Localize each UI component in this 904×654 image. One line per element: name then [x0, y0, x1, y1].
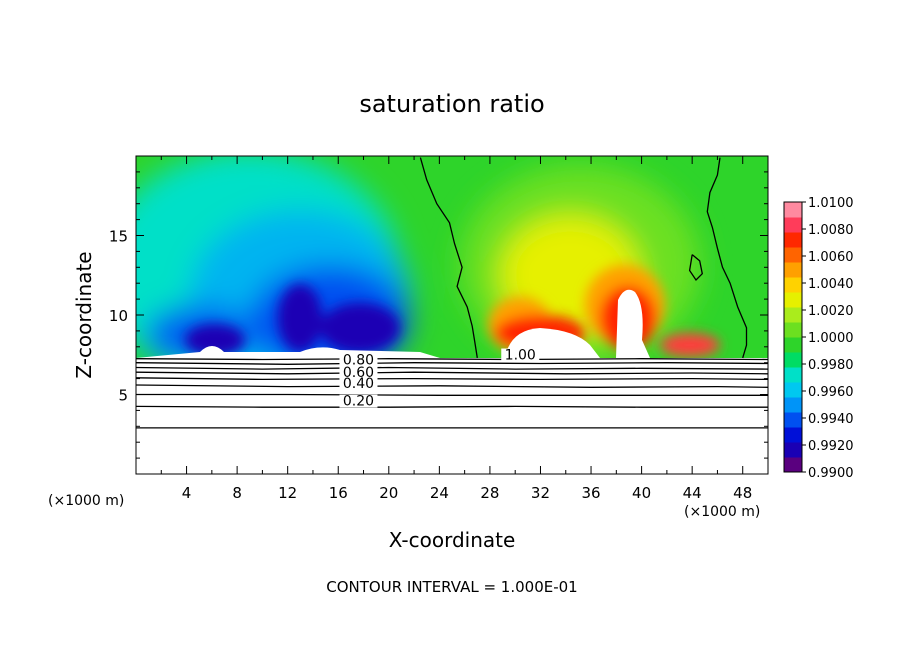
colorbar-label: 1.0020: [808, 304, 854, 319]
colorbar-swatch: [784, 217, 802, 233]
saturation-contour-loop: [688, 254, 704, 282]
chart-title: saturation ratio: [359, 90, 544, 118]
contour-label: 0.80: [343, 352, 374, 368]
saturation-contour-left: [419, 157, 478, 359]
colorbar-swatch: [784, 232, 802, 248]
x-tick-label: 48: [733, 484, 752, 502]
colorbar-label: 1.0060: [808, 250, 854, 265]
y-axis: 5 10 15: [109, 171, 768, 459]
colorbar-label: 1.0100: [808, 196, 854, 211]
field-core-darkblue-3: [320, 303, 400, 353]
contour-lines: [135, 157, 769, 429]
contour-label: 0.20: [343, 394, 374, 410]
colorbar-swatch: [784, 457, 802, 473]
colorbar-swatch: [784, 277, 802, 293]
colorbar-swatch: [784, 412, 802, 428]
x-axis: 4 8 12 16 20 24 28 32 36 40 44 48: [160, 156, 752, 502]
contour-line-4: [135, 377, 769, 381]
contour-line-6: [136, 393, 768, 396]
x-tick-label: 28: [480, 484, 499, 502]
y-tick-label: 5: [118, 387, 128, 405]
x-tick-label: 36: [581, 484, 600, 502]
x-unit-label-left: (×1000 m): [48, 493, 124, 509]
colorbar-swatch: [784, 292, 802, 308]
contour-line-2: [135, 366, 769, 370]
contour-interval-footer: CONTOUR INTERVAL = 1.000E-01: [326, 578, 577, 596]
colorbar-swatch: [784, 202, 802, 218]
colorbar-swatch: [784, 247, 802, 263]
x-tick-label: 16: [329, 484, 348, 502]
x-axis-label: X-coordinate: [389, 528, 516, 552]
x-tick-label: 20: [379, 484, 398, 502]
contour-label: 0.40: [343, 376, 374, 392]
saturation-contour-right: [706, 157, 748, 359]
contour-line-7: [135, 405, 768, 408]
colorbar-swatch: [784, 427, 802, 443]
colorbar-swatch: [784, 322, 802, 338]
contour-label-bg: [501, 348, 540, 362]
contour-line-0: [135, 358, 769, 361]
colorbar-swatch: [784, 382, 802, 398]
colorbar-label: 0.9960: [808, 385, 854, 400]
plot-area: 1.000.800.600.400.20 4 8 12 16 20 24 28 32 36 40 4…: [109, 155, 769, 502]
y-tick-label: 10: [109, 307, 128, 325]
field-core-white-tower: [616, 289, 650, 358]
contour-label: 1.00: [505, 348, 536, 364]
y-tick-label: 15: [109, 228, 128, 246]
contour-label-bg: [339, 394, 378, 408]
contour-labels: 1.00 0.800.600.40 0.20: [339, 348, 540, 410]
contour-line-3: [135, 371, 769, 375]
contour-line-5: [135, 384, 769, 388]
contour-label-bg: [339, 353, 378, 367]
colorbar-label: 0.9920: [808, 439, 854, 454]
y-axis-label: Z-coordinate: [72, 251, 96, 378]
colorbar-swatch: [784, 262, 802, 278]
colorbar-label: 1.0080: [808, 223, 854, 238]
colorbar-swatch: [784, 442, 802, 458]
contour-line-1: [135, 362, 769, 365]
field-core-red-right: [660, 333, 720, 357]
x-tick-label: 40: [632, 484, 651, 502]
colorbar-swatch: [784, 337, 802, 353]
colorbar-label: 1.0000: [808, 331, 854, 346]
colorbar-label: 0.9900: [808, 466, 854, 481]
colorbar-label: 0.9980: [808, 358, 854, 373]
x-tick-label: 8: [232, 484, 242, 502]
colorbar: 1.0100 1.0080 1.0060 1.0040 1.0020 1.0000 0.99…: [783, 196, 854, 481]
field-core-darkblue-1: [185, 324, 245, 356]
colorbar-swatch: [784, 352, 802, 368]
colorbar-label: 1.0040: [808, 277, 854, 292]
contour-label: 0.60: [343, 365, 374, 381]
contour-label-bg: [339, 377, 378, 391]
x-tick-label: 44: [683, 484, 702, 502]
x-tick-label: 4: [182, 484, 192, 502]
field-core-darkblue-2: [278, 284, 322, 352]
x-tick-label: 32: [531, 484, 550, 502]
colorbar-label: 0.9940: [808, 412, 854, 427]
x-tick-label: 12: [278, 484, 297, 502]
saturation-field: [136, 156, 768, 358]
colorbar-swatch: [784, 367, 802, 383]
x-tick-label: 24: [430, 484, 449, 502]
x-unit-label-right: (×1000 m): [684, 504, 760, 520]
lower-region: [136, 358, 768, 474]
contour-label-bg: [339, 366, 378, 380]
colorbar-swatch: [784, 307, 802, 323]
colorbar-swatch: [784, 397, 802, 413]
